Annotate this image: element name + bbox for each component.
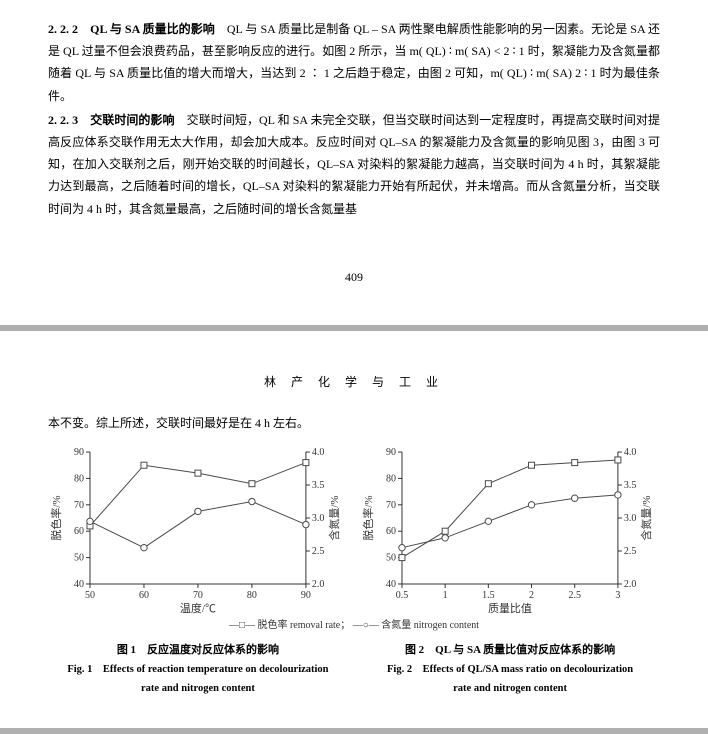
- fig1-chart: 50607080904050607080902.02.53.03.54.0温度/…: [48, 444, 348, 618]
- fig1-svg: 50607080904050607080902.02.53.03.54.0温度/…: [48, 444, 348, 614]
- continuation-text: 本不变。综上所述，交联时间最好是在 4 h 左右。: [48, 412, 660, 434]
- caption-row: 图 1 反应温度对反应体系的影响 Fig. 1 Effects of react…: [48, 641, 660, 699]
- fig1-caption-en2: rate and nitrogen content: [48, 680, 348, 699]
- page-number: 409: [48, 270, 660, 285]
- svg-text:3: 3: [616, 590, 621, 601]
- svg-text:50: 50: [85, 590, 95, 601]
- svg-text:70: 70: [386, 500, 396, 511]
- fig2-caption: 图 2 QL 与 SA 质量比值对反应体系的影响 Fig. 2 Effects …: [360, 641, 660, 699]
- section-title: 交联时间的影响: [90, 113, 174, 127]
- svg-text:脱色率/%: 脱色率/%: [49, 495, 63, 540]
- fig2-svg: 0.5 1 1.5 2 2.5 3 40 50 60 70 80 90 2.0 2.5 3.0 3.5 4.0 质…: [360, 444, 660, 614]
- svg-text:2: 2: [529, 590, 534, 601]
- fig2-caption-cn: 图 2 QL 与 SA 质量比值对反应体系的影响: [360, 641, 660, 661]
- section-2-2-2: 2. 2. 2 QL 与 SA 质量比的影响 QL 与 SA 质量比是制备 QL…: [48, 18, 660, 107]
- svg-text:80: 80: [247, 590, 257, 601]
- svg-text:40: 40: [74, 579, 84, 590]
- legend-nitrogen: —○— 含氮量 nitrogen content: [353, 620, 479, 631]
- svg-text:90: 90: [74, 447, 84, 458]
- journal-header: 林 产 化 学 与 工 业: [48, 373, 660, 394]
- fig1-caption-cn: 图 1 反应温度对反应体系的影响: [48, 641, 348, 661]
- svg-text:2.5: 2.5: [624, 546, 636, 557]
- fig1-caption: 图 1 反应温度对反应体系的影响 Fig. 1 Effects of react…: [48, 641, 348, 699]
- svg-text:80: 80: [74, 473, 84, 484]
- svg-text:90: 90: [301, 590, 311, 601]
- svg-text:脱色率/%: 脱色率/%: [361, 495, 375, 540]
- fig1-caption-en1: Fig. 1 Effects of reaction temperature o…: [48, 661, 348, 680]
- svg-text:2.0: 2.0: [312, 579, 324, 590]
- fig2-caption-en2: rate and nitrogen content: [360, 680, 660, 699]
- svg-text:0.5: 0.5: [396, 590, 408, 601]
- svg-text:90: 90: [386, 447, 396, 458]
- svg-text:50: 50: [74, 552, 84, 563]
- svg-text:含氮量/%: 含氮量/%: [327, 495, 341, 540]
- svg-text:3.5: 3.5: [312, 480, 324, 491]
- svg-text:温度/℃: 温度/℃: [180, 601, 216, 614]
- svg-text:60: 60: [74, 526, 84, 537]
- page-2: 林 产 化 学 与 工 业 本不变。综上所述，交联时间最好是在 4 h 左右。 …: [0, 331, 708, 729]
- fig2-chart: 0.5 1 1.5 2 2.5 3 40 50 60 70 80 90 2.0 2.5 3.0 3.5 4.0 质…: [360, 444, 660, 618]
- fig2-caption-en1: Fig. 2 Effects of QL/SA mass ratio on de…: [360, 661, 660, 680]
- svg-text:2.5: 2.5: [312, 546, 324, 557]
- svg-text:40: 40: [386, 579, 396, 590]
- svg-text:2.5: 2.5: [569, 590, 581, 601]
- svg-text:3.0: 3.0: [624, 513, 636, 524]
- svg-text:3.5: 3.5: [624, 480, 636, 491]
- chart-legend: —□— 脱色率 removal rate； —○— 含氮量 nitrogen c…: [48, 616, 660, 631]
- svg-text:2.0: 2.0: [624, 579, 636, 590]
- section-num: 2. 2. 3: [48, 113, 78, 127]
- svg-text:70: 70: [193, 590, 203, 601]
- svg-text:70: 70: [74, 500, 84, 511]
- svg-text:1.5: 1.5: [482, 590, 494, 601]
- svg-text:4.0: 4.0: [624, 447, 636, 458]
- page-1: 2. 2. 2 QL 与 SA 质量比的影响 QL 与 SA 质量比是制备 QL…: [0, 0, 708, 325]
- svg-text:80: 80: [386, 473, 396, 484]
- legend-removal: —□— 脱色率 removal rate；: [229, 620, 350, 631]
- section-title: QL 与 SA 质量比的影响: [90, 22, 215, 36]
- svg-text:3.0: 3.0: [312, 513, 324, 524]
- section-num: 2. 2. 2: [48, 22, 78, 36]
- svg-text:质量比值: 质量比值: [488, 602, 532, 614]
- section-body: 交联时间短，QL 和 SA 未完全交联，但当交联时间达到一定程度时，再提高交联时…: [48, 113, 660, 216]
- svg-text:1: 1: [443, 590, 448, 601]
- svg-text:4.0: 4.0: [312, 447, 324, 458]
- svg-text:50: 50: [386, 552, 396, 563]
- section-2-2-3: 2. 2. 3 交联时间的影响 交联时间短，QL 和 SA 未完全交联，但当交联…: [48, 109, 660, 220]
- svg-text:60: 60: [139, 590, 149, 601]
- svg-text:60: 60: [386, 526, 396, 537]
- charts-row: 50607080904050607080902.02.53.03.54.0温度/…: [48, 444, 660, 618]
- svg-text:含氮量/%: 含氮量/%: [639, 495, 653, 540]
